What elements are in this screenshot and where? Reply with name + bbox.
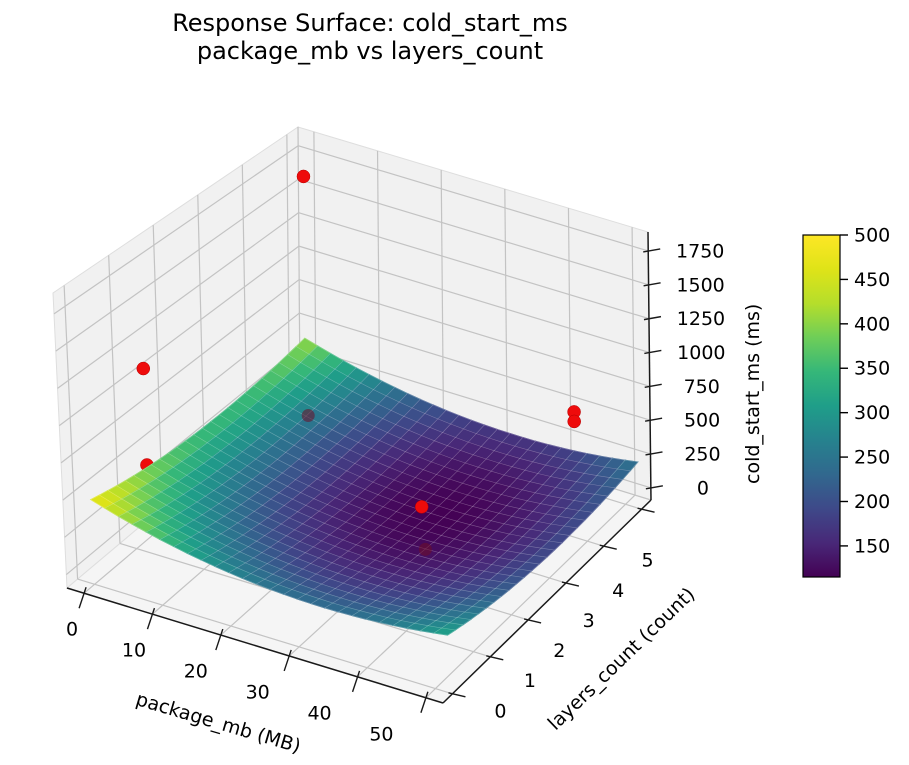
tick-label: 250 xyxy=(854,447,890,469)
chart-title-line1: Response Surface: cold_start_ms xyxy=(172,9,568,37)
tick-label: 250 xyxy=(684,443,720,465)
chart-title: Response Surface: cold_start_ms package_… xyxy=(115,9,625,65)
tick-label: 5 xyxy=(641,550,653,572)
tick-label: 0 xyxy=(494,700,506,722)
tick-label: 2 xyxy=(553,640,565,662)
tick-label: 1750 xyxy=(676,240,724,262)
tick-label: 3 xyxy=(583,610,595,632)
scatter-points-shaded xyxy=(301,409,432,556)
tick-label: 350 xyxy=(854,358,890,380)
tick-label: 10 xyxy=(122,640,146,662)
tick-label: 4 xyxy=(612,580,624,602)
tick-label: 0 xyxy=(697,477,709,499)
tick-label: 0 xyxy=(66,619,78,641)
tick-label: 1000 xyxy=(677,342,725,364)
tick-label: 500 xyxy=(854,225,890,247)
tick-label: 450 xyxy=(854,269,890,291)
tick-label: 400 xyxy=(854,313,890,335)
tick-label: 500 xyxy=(684,410,720,432)
colorbar-gradient xyxy=(802,234,841,578)
tick-label: 30 xyxy=(246,681,270,703)
tick-label: 150 xyxy=(854,535,890,557)
scatter-points xyxy=(136,169,581,514)
response-surface xyxy=(89,337,639,636)
z-axis-label: cold_start_ms (ms) xyxy=(742,303,764,484)
tick-label: 50 xyxy=(369,723,393,745)
tick-label: 200 xyxy=(854,491,890,513)
tick-label: 300 xyxy=(854,402,890,424)
tick-label: 20 xyxy=(184,661,208,683)
tick-label: 750 xyxy=(684,376,720,398)
surface-mesh-lines xyxy=(90,337,639,636)
tick-label: 1 xyxy=(524,670,536,692)
tick-label: 40 xyxy=(307,702,331,724)
axes-lines: 0102030405001234502505007501000125015001… xyxy=(66,231,726,745)
tick-label: 1500 xyxy=(676,274,724,296)
chart-title-line2: package_mb vs layers_count xyxy=(196,37,544,65)
colorbar: 150 200 250 300 350 400 450 500 xyxy=(802,225,890,578)
tick-label: 1250 xyxy=(677,308,725,330)
